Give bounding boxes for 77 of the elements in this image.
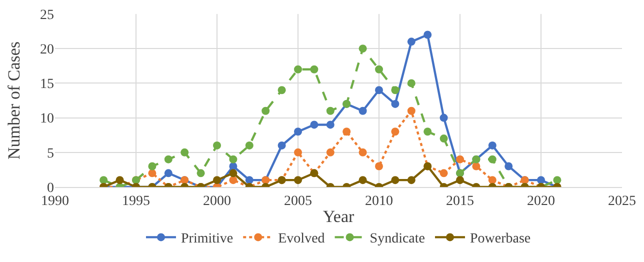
point [456, 176, 464, 184]
point [391, 100, 400, 108]
y-tick-label: 15 [40, 77, 54, 92]
point [326, 120, 334, 129]
point [440, 169, 448, 178]
point [407, 106, 416, 115]
point [391, 86, 400, 94]
x-tick-label: 2020 [527, 194, 555, 209]
y-tick-label: 10 [40, 112, 54, 127]
point [424, 128, 432, 136]
point [213, 141, 221, 150]
y-tick-label: 25 [40, 8, 54, 23]
x-tick-label: 2015 [446, 194, 474, 209]
point [358, 148, 367, 156]
point [424, 30, 432, 39]
point [278, 141, 286, 150]
x-tick-label: 2005 [284, 194, 312, 209]
point [456, 155, 464, 164]
point [294, 176, 302, 184]
point [229, 169, 238, 178]
x-tick-label: 2025 [608, 194, 636, 209]
x-tick-label: 2010 [365, 194, 393, 209]
point [229, 155, 238, 164]
point [504, 162, 513, 170]
y-tick-label: 0 [47, 180, 54, 196]
point [310, 120, 318, 129]
point [100, 176, 108, 184]
point [553, 176, 562, 184]
x-tick-label: 1995 [122, 194, 150, 209]
point [148, 169, 156, 178]
point [375, 65, 383, 74]
legend-label: Powerbase [470, 232, 531, 247]
point [116, 176, 124, 184]
point [164, 155, 172, 164]
x-tick-label: 1990 [41, 194, 69, 209]
point [148, 162, 156, 170]
point [375, 86, 383, 94]
point [537, 176, 545, 184]
point [358, 106, 367, 115]
y-tick-label: 5 [47, 146, 54, 162]
point [407, 38, 416, 46]
point [440, 134, 448, 143]
point [229, 176, 238, 184]
x-tick-label: 2000 [203, 194, 231, 209]
point [310, 65, 318, 74]
point [196, 169, 205, 178]
point [407, 176, 416, 184]
y-axis-title: Number of Cases [4, 41, 24, 160]
point [488, 141, 496, 150]
point [391, 176, 400, 184]
legend-label: Evolved [278, 232, 325, 247]
point [440, 114, 448, 122]
point [245, 141, 254, 150]
point [375, 162, 383, 170]
point [294, 148, 302, 156]
point [245, 176, 254, 184]
point [294, 65, 302, 74]
point [262, 106, 270, 115]
legend-label: Syndicate [370, 232, 425, 247]
point [472, 162, 480, 170]
point [342, 128, 351, 136]
point [488, 176, 496, 184]
point [294, 128, 302, 136]
point [164, 169, 172, 178]
point [407, 79, 416, 88]
y-tick-label: 20 [40, 42, 54, 58]
x-axis-title: Year [322, 207, 354, 226]
point [358, 176, 367, 184]
point [488, 155, 496, 164]
legend-label: Primitive [181, 232, 234, 247]
point [213, 176, 221, 184]
point [391, 128, 400, 136]
point [326, 148, 334, 156]
point [278, 86, 286, 94]
point [180, 148, 189, 156]
point [358, 44, 367, 53]
point [326, 106, 334, 115]
